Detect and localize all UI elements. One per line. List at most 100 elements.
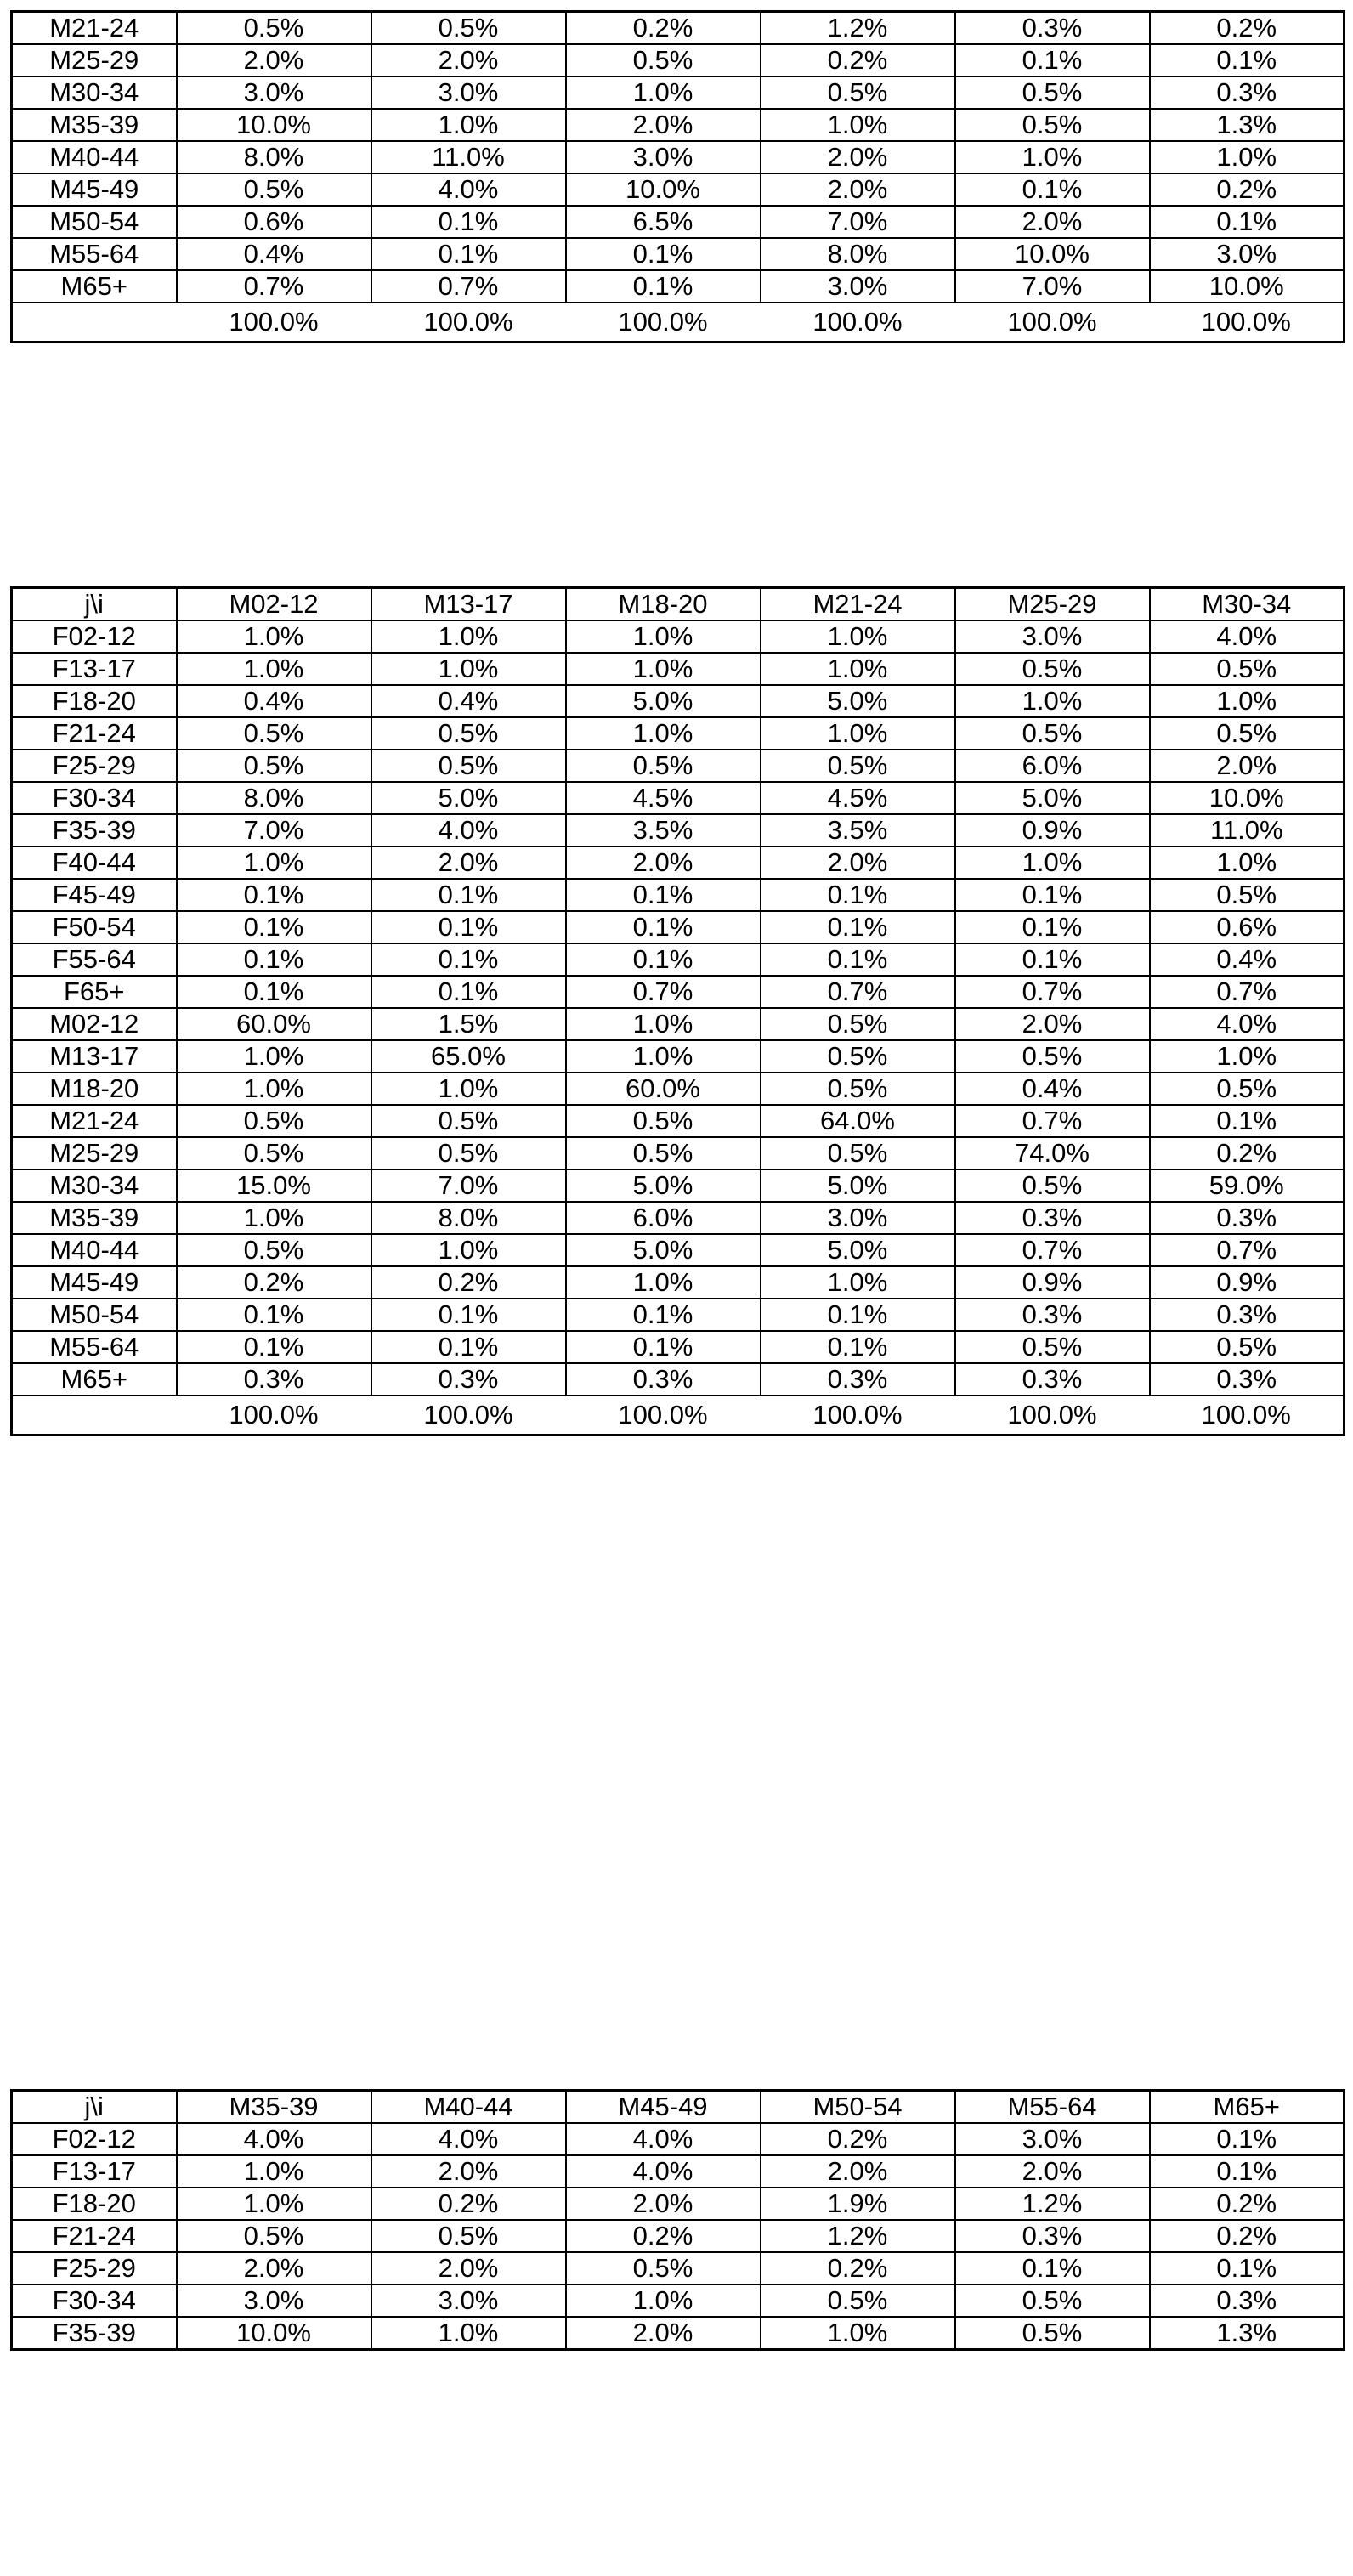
percentage-cell: 2.0% [564,108,761,142]
row-header-cell: M55-64 [10,1330,178,1364]
percentage-cell: 15.0% [175,1169,372,1203]
percentage-cell: 4.0% [175,2122,372,2156]
percentage-cell: 0.1% [954,943,1151,977]
column-header-cell: M21-24 [759,586,956,621]
row-header-cell: M50-54 [10,1298,178,1332]
percentage-cell: 2.0% [564,846,761,880]
column-total-cell: 100.0% [1201,1400,1291,1430]
table-row: M30-34 3.0% 3.0% 1.0% 0.5% 0.5% 0.3% [10,76,1345,110]
row-header-cell: M55-64 [10,237,178,271]
percentage-cell: 0.3% [954,10,1151,45]
percentage-cell: 0.6% [175,205,372,239]
percentage-cell: 0.5% [954,652,1151,686]
percentage-cell: 0.1% [1148,2154,1345,2188]
percentage-cell: 7.0% [175,813,372,847]
percentage-cell: 0.5% [370,1104,567,1138]
percentage-cell: 1.0% [564,716,761,750]
percentage-cell: 60.0% [175,1007,372,1041]
percentage-cell: 0.3% [1148,2284,1345,2318]
percentage-cell: 1.0% [370,108,567,142]
column-header-cell: M50-54 [759,2089,956,2124]
row-header-cell: F18-20 [10,684,178,718]
percentage-cell: 2.0% [564,2316,761,2351]
percentage-cell: 3.0% [954,620,1151,654]
percentage-cell: 0.1% [1148,2251,1345,2285]
table-row: F55-64 0.1% 0.1% 0.1% 0.1% 0.1% 0.4% [10,943,1345,977]
percentage-cell: 3.0% [370,76,567,110]
percentage-cell: 0.3% [954,1201,1151,1235]
percentage-cell: 0.9% [954,813,1151,847]
percentage-cell: 0.1% [1148,43,1345,77]
row-header-cell: F35-39 [10,813,178,847]
column-total-cell: 100.0% [229,1400,319,1430]
percentage-cell: 0.1% [564,1298,761,1332]
percentage-cell: 1.0% [759,108,956,142]
percentage-cell: 0.3% [1148,1298,1345,1332]
percentage-cell: 2.0% [954,205,1151,239]
percentage-cell: 7.0% [370,1169,567,1203]
percentage-cell: 2.0% [759,2154,956,2188]
percentage-cell: 3.0% [175,76,372,110]
percentage-cell: 0.5% [759,2284,956,2318]
table-row: F18-20 1.0% 0.2% 2.0% 1.9% 1.2% 0.2% [10,2187,1345,2221]
percentage-cell: 1.0% [370,1233,567,1267]
row-header-cell: F30-34 [10,781,178,815]
table-row: M50-54 0.1% 0.1% 0.1% 0.1% 0.3% 0.3% [10,1298,1345,1332]
percentage-cell: 0.5% [954,1039,1151,1073]
row-header-cell: F25-29 [10,2251,178,2285]
percentage-cell: 1.0% [759,652,956,686]
percentage-cell: 0.5% [1148,652,1345,686]
row-header-cell: M50-54 [10,205,178,239]
table-row: F30-34 8.0% 5.0% 4.5% 4.5% 5.0% 10.0% [10,781,1345,815]
percentage-cell: 0.5% [954,2284,1151,2318]
table-row: F30-34 3.0% 3.0% 1.0% 0.5% 0.5% 0.3% [10,2284,1345,2318]
percentage-cell: 1.0% [175,1072,372,1106]
percentage-cell: 3.0% [954,2122,1151,2156]
table-row: M21-24 0.5% 0.5% 0.2% 1.2% 0.3% 0.2% [10,10,1345,45]
percentage-cell: 0.3% [564,1362,761,1396]
percentage-cell: 1.0% [175,620,372,654]
table-row: M35-39 1.0% 8.0% 6.0% 3.0% 0.3% 0.3% [10,1201,1345,1235]
table-row: M40-44 0.5% 1.0% 5.0% 5.0% 0.7% 0.7% [10,1233,1345,1267]
percentage-cell: 0.3% [954,2219,1151,2253]
row-header-cell: M21-24 [10,1104,178,1138]
table-row: M40-44 8.0% 11.0% 3.0% 2.0% 1.0% 1.0% [10,140,1345,174]
table-header-row: j\i M02-12 M13-17 M18-20 M21-24 M25-29 M30-34 [10,586,1345,621]
percentage-cell: 64.0% [759,1104,956,1138]
column-header-cell: M30-34 [1148,586,1345,621]
percentage-cell: 0.5% [759,1136,956,1170]
percentage-cell: 0.2% [1148,10,1345,45]
percentage-cell: 4.5% [564,781,761,815]
percentage-cell: 0.1% [370,237,567,271]
table-row: F50-54 0.1% 0.1% 0.1% 0.1% 0.1% 0.6% [10,910,1345,944]
percentage-cell: 3.0% [370,2284,567,2318]
percentage-cell: 5.0% [759,1169,956,1203]
percentage-cell: 0.2% [564,2219,761,2253]
row-header-cell: M02-12 [10,1007,178,1041]
percentage-cell: 2.0% [759,846,956,880]
table-row: F45-49 0.1% 0.1% 0.1% 0.1% 0.1% 0.5% [10,878,1345,912]
percentage-cell: 1.0% [370,2316,567,2351]
row-header-cell: F65+ [10,975,178,1009]
percentage-cell: 0.5% [954,1330,1151,1364]
column-total-cell: 100.0% [229,307,319,337]
percentage-cell: 10.0% [1148,269,1345,303]
column-totals-row: 100.0% 100.0% 100.0% 100.0% 100.0% 100.0% [12,1396,1345,1435]
column-total-cell: 100.0% [1007,1400,1097,1430]
column-header-cell: M55-64 [954,2089,1151,2124]
percentage-cell: 2.0% [370,2251,567,2285]
percentage-cell: 0.2% [759,2251,956,2285]
percentage-cell: 0.9% [1148,1265,1345,1299]
percentage-cell: 0.5% [759,1039,956,1073]
percentage-cell: 0.5% [175,749,372,783]
percentage-cell: 0.2% [370,1265,567,1299]
percentage-cell: 2.0% [759,173,956,207]
row-header-cell: F02-12 [10,2122,178,2156]
percentage-cell: 1.0% [175,2187,372,2221]
row-header-cell: M21-24 [10,10,178,45]
percentage-cell: 0.3% [759,1362,956,1396]
totals-row-spacer [12,303,177,343]
table-row: F18-20 0.4% 0.4% 5.0% 5.0% 1.0% 1.0% [10,684,1345,718]
row-header-cell: M45-49 [10,1265,178,1299]
percentage-cell: 3.0% [759,1201,956,1235]
